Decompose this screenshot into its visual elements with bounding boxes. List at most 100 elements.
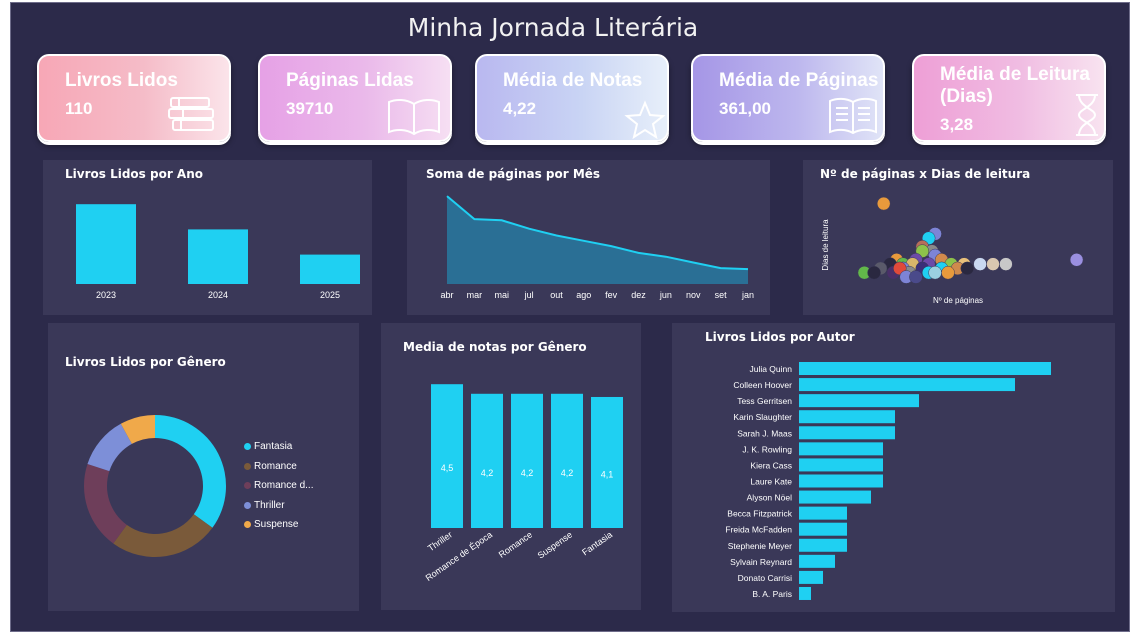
scatter-point bbox=[973, 257, 987, 271]
chart-title: Soma de páginas por Mês bbox=[426, 167, 601, 181]
bar bbox=[799, 426, 895, 440]
x-tick-label: Romance de Época bbox=[424, 529, 494, 583]
chart-title: Livros Lidos por Autor bbox=[705, 330, 855, 344]
legend-swatch bbox=[244, 501, 251, 509]
x-tick-label: Romance bbox=[497, 529, 534, 559]
kpi-value: 3,28 bbox=[940, 115, 974, 134]
scatter-point bbox=[999, 257, 1013, 271]
bar bbox=[799, 538, 847, 552]
chart-title: Nº de páginas x Dias de leitura bbox=[820, 167, 1031, 181]
y-tick-label: Colleen Hoover bbox=[733, 380, 792, 390]
legend-item[interactable]: Fantasia bbox=[244, 441, 292, 452]
chart-livros-por-ano[interactable]: Livros Lidos por Ano 2023 2024 2025 bbox=[43, 160, 372, 315]
y-tick-label: J. K. Rowling bbox=[742, 444, 792, 454]
y-tick-label: B. A. Paris bbox=[752, 589, 792, 599]
x-tick-label: out bbox=[550, 290, 563, 300]
area-line bbox=[446, 195, 749, 271]
donut-slice bbox=[87, 423, 132, 472]
bar bbox=[591, 396, 623, 528]
legend-swatch bbox=[244, 462, 251, 470]
chart-media-notas-plot: 4,5 Thriller 4,2 Romance de Época 4,2 Romance… bbox=[424, 384, 623, 583]
bar bbox=[799, 554, 835, 568]
kpi-card-media-de-notas[interactable]: Média de Notas 4,22 bbox=[475, 54, 669, 142]
area-fill bbox=[447, 196, 748, 284]
chart-title: Livros Lidos por Ano bbox=[65, 167, 203, 181]
y-tick-label: Becca Fitzpatrick bbox=[727, 509, 792, 519]
chart-paginas-por-mes-plot: abr mar mai jul out ago fev dez jun nov set jan bbox=[440, 195, 754, 300]
x-tick-label: jan bbox=[741, 290, 754, 300]
bar bbox=[799, 458, 883, 472]
chart-livros-por-autor[interactable]: Livros Lidos por Autor Julia Quinn Collee… bbox=[672, 323, 1115, 612]
chart-livros-por-genero-plot bbox=[84, 415, 226, 557]
bar bbox=[799, 474, 883, 488]
scatter-point bbox=[867, 265, 881, 280]
scatter-point bbox=[1069, 253, 1084, 267]
bar bbox=[300, 254, 360, 284]
legend-item[interactable]: Romance d... bbox=[244, 480, 313, 491]
kpi-card-media-de-leitura[interactable]: Média de Leitura (Dias) 3,28 bbox=[912, 54, 1106, 142]
bar bbox=[799, 378, 1015, 392]
y-axis-label: Dias de leitura bbox=[821, 219, 830, 271]
x-tick-label: 2023 bbox=[96, 290, 116, 300]
x-tick-label: nov bbox=[686, 290, 701, 300]
kpi-label: Livros Lidos bbox=[65, 70, 178, 91]
y-tick-label: Sarah J. Maas bbox=[737, 428, 792, 438]
dashboard-canvas: Minha Jornada Literária Livros Lidos 110… bbox=[10, 2, 1130, 632]
x-tick-label: mai bbox=[494, 290, 509, 300]
scatter-point bbox=[986, 257, 1000, 271]
legend-label: Romance bbox=[254, 460, 297, 472]
bar bbox=[799, 362, 1051, 375]
kpi-label: Média de Notas bbox=[503, 70, 643, 91]
books-icon bbox=[168, 97, 214, 131]
bar bbox=[799, 442, 883, 456]
chart-media-notas-por-genero[interactable]: Media de notas por Gênero 4,5 Thriller 4,2… bbox=[381, 323, 641, 610]
bar bbox=[511, 393, 543, 528]
bar bbox=[799, 394, 919, 408]
kpi-card-livros-lidos[interactable]: Livros Lidos 110 bbox=[37, 54, 231, 142]
bar bbox=[799, 522, 847, 536]
hourglass-icon bbox=[1076, 94, 1098, 136]
y-tick-label: Tess Gerritsen bbox=[737, 396, 792, 406]
bar bbox=[188, 229, 248, 284]
x-tick-label: jun bbox=[659, 290, 672, 300]
scatter-point bbox=[960, 261, 975, 276]
chart-livros-por-genero[interactable]: Livros Lidos por Gênero Fantasia Romance R… bbox=[48, 323, 359, 611]
scatter-point bbox=[928, 265, 942, 280]
x-tick-label: 2024 bbox=[208, 290, 228, 300]
bar bbox=[76, 204, 136, 284]
data-label: 4,2 bbox=[481, 468, 494, 478]
chart-paginas-x-dias[interactable]: Nº de páginas x Dias de leitura Nº de pá… bbox=[803, 160, 1113, 315]
kpi-value: 361,00 bbox=[719, 99, 771, 118]
y-tick-label: Kiera Cass bbox=[750, 460, 792, 470]
scatter-point bbox=[909, 270, 923, 284]
legend-label: Fantasia bbox=[254, 441, 293, 452]
scatter-point bbox=[876, 196, 891, 211]
legend-item[interactable]: Romance bbox=[244, 461, 297, 472]
y-tick-label: Alyson Nöel bbox=[747, 493, 792, 503]
scatter-point bbox=[941, 265, 955, 280]
kpi-label: Páginas Lidas bbox=[286, 70, 414, 91]
kpi-card-media-de-paginas[interactable]: Média de Páginas 361,00 bbox=[691, 54, 885, 142]
data-label: 4,1 bbox=[601, 469, 614, 479]
chart-paginas-x-dias-plot: Nº de páginas Dias de leitura bbox=[821, 196, 1084, 305]
x-tick-label: mar bbox=[467, 290, 483, 300]
chart-paginas-por-mes[interactable]: Soma de páginas por Mês abr mar mai jul out a… bbox=[407, 160, 770, 315]
legend-item[interactable]: Thriller bbox=[244, 500, 285, 511]
legend-label: Suspense bbox=[254, 519, 299, 530]
legend-item[interactable]: Suspense bbox=[244, 519, 298, 530]
data-label: 4,5 bbox=[441, 463, 454, 473]
y-tick-label: Donato Carrisi bbox=[738, 573, 792, 583]
chart-title: Livros Lidos por Gênero bbox=[65, 355, 226, 369]
x-tick-label: abr bbox=[440, 290, 453, 300]
chart-livros-por-ano-plot: 2023 2024 2025 bbox=[76, 204, 360, 300]
y-tick-label: Sylvain Reynard bbox=[730, 557, 792, 567]
book-pages-icon bbox=[829, 97, 877, 135]
x-tick-label: Thriller bbox=[426, 529, 454, 553]
bar bbox=[799, 506, 847, 520]
kpi-value: 110 bbox=[65, 99, 93, 118]
kpi-card-paginas-lidas[interactable]: Páginas Lidas 39710 bbox=[258, 54, 452, 142]
bar bbox=[551, 393, 583, 528]
chart-livros-por-autor-plot: Julia Quinn Colleen Hoover Tess Gerritsen K… bbox=[725, 362, 1051, 600]
bar bbox=[431, 384, 463, 528]
kpi-value: 4,22 bbox=[503, 99, 537, 118]
